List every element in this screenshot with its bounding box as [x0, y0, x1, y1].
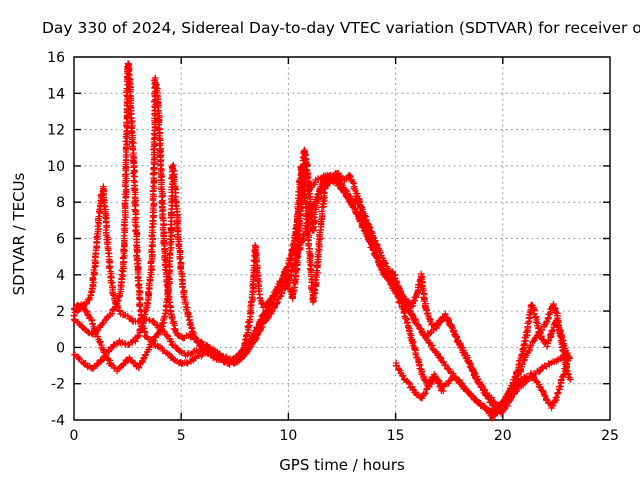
x-tick-label: 10	[279, 428, 297, 444]
y-tick-label: 16	[47, 50, 65, 66]
x-tick-label: 15	[387, 428, 405, 444]
series-trace-5	[392, 359, 447, 402]
x-tick-label: 5	[177, 428, 186, 444]
x-axis-label: GPS time / hours	[279, 456, 405, 474]
grid-lines	[74, 57, 610, 420]
y-tick-label: 10	[47, 159, 65, 175]
y-tick-label: 6	[56, 232, 65, 248]
y-tick-label: -2	[51, 377, 65, 393]
x-tick-label: 25	[601, 428, 619, 444]
x-tick-label: 0	[70, 428, 79, 444]
y-tick-label: 4	[56, 268, 65, 284]
y-tick-label: 12	[47, 123, 65, 139]
series-trace-3	[71, 74, 572, 422]
y-tick-label: 14	[47, 86, 65, 102]
series-trace-4	[71, 161, 573, 417]
y-tick-label: -4	[51, 413, 65, 429]
y-tick-label: 8	[56, 195, 65, 211]
chart-title: Day 330 of 2024, Sidereal Day-to-day VTE…	[42, 19, 640, 37]
x-tick-label: 20	[494, 428, 512, 444]
y-tick-label: 0	[56, 340, 65, 356]
y-tick-label: 2	[56, 304, 65, 320]
